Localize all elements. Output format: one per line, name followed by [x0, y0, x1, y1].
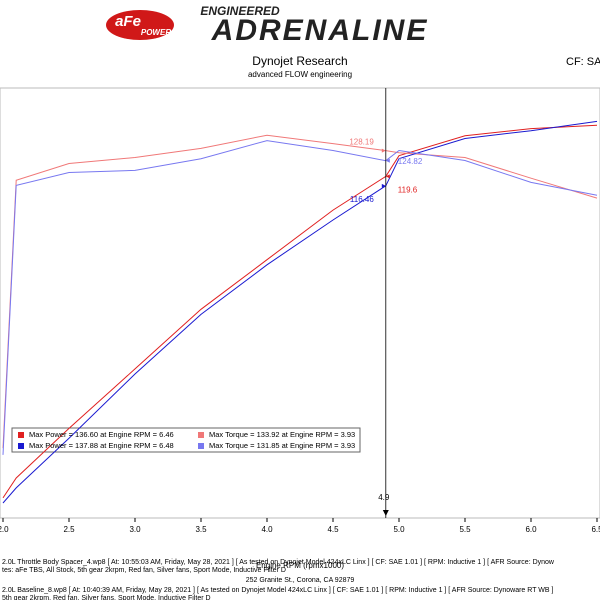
- series-line: [2, 140, 598, 455]
- logo-badge: [106, 10, 174, 40]
- x-tick-label: 4.5: [327, 525, 339, 534]
- footer-line: tes: aFe TBS, All Stock, 5th gear 2krpm,…: [2, 567, 286, 574]
- x-tick-label: 5.5: [459, 525, 471, 534]
- annotation: 119.6: [398, 186, 418, 195]
- legend-box: [11, 427, 361, 453]
- footer-line: 2.0L Baseline_8.wp8 [ At: 10:40:39 AM, F…: [2, 587, 554, 594]
- x-tick-label: 3.0: [129, 525, 141, 534]
- cursor-label: 4.9: [378, 493, 390, 502]
- annotation-arrow: [385, 158, 390, 163]
- logo-sub: POWER: [141, 28, 171, 37]
- annotation: 128.19: [349, 138, 374, 147]
- cf-label: CF: SA: [566, 56, 600, 68]
- legend-label: Max Torque = 131.85 at Engine RPM = 3.93: [209, 441, 355, 450]
- cursor-arrow: [382, 510, 389, 516]
- plot-frame: [0, 87, 600, 519]
- x-tick-label: 2.5: [63, 525, 75, 534]
- annotation: 124.82: [398, 157, 423, 166]
- footer-line: 5th gear 2krpm, Red fan, Silver fans, Sp…: [2, 595, 211, 600]
- legend-label: Max Torque = 133.92 at Engine RPM = 3.93: [209, 430, 355, 439]
- series-line: [2, 120, 598, 504]
- brand: ADRENALINE: [211, 14, 429, 47]
- annotation-arrow: [381, 148, 386, 153]
- legend-label: Max Power = 136.60 at Engine RPM = 6.46: [29, 430, 174, 439]
- logo: aFe: [115, 13, 141, 30]
- x-tick-label: 4.0: [261, 525, 273, 534]
- x-axis-label: Engine RPM (rpmx1000): [256, 561, 344, 570]
- x-tick-label: 5.0: [393, 525, 405, 534]
- annotation-arrow: [385, 174, 390, 179]
- footer-line: 2.0L Throttle Body Spacer_4.wp8 [ At: 10…: [2, 559, 555, 566]
- x-tick-label: 2.0: [0, 525, 9, 534]
- address: 252 Granite St., Corona, CA 92879: [246, 577, 355, 584]
- annotation-arrow: [381, 183, 386, 188]
- legend-swatch: [198, 432, 204, 438]
- annotation: 116.46: [350, 195, 374, 204]
- subtitle: advanced FLOW engineering: [248, 70, 352, 79]
- series-line: [2, 124, 598, 499]
- legend-label: Max Power = 137.88 at Engine RPM = 6.48: [29, 441, 174, 450]
- legend-swatch: [18, 443, 24, 449]
- series-line: [2, 134, 598, 449]
- engineered: ENGINEERED: [200, 4, 280, 18]
- x-tick-label: 3.5: [195, 525, 207, 534]
- x-tick-label: 6.5: [591, 525, 600, 534]
- company: Dynojet Research: [252, 54, 347, 68]
- legend-swatch: [18, 432, 24, 438]
- legend-swatch: [198, 443, 204, 449]
- x-tick-label: 6.0: [525, 525, 537, 534]
